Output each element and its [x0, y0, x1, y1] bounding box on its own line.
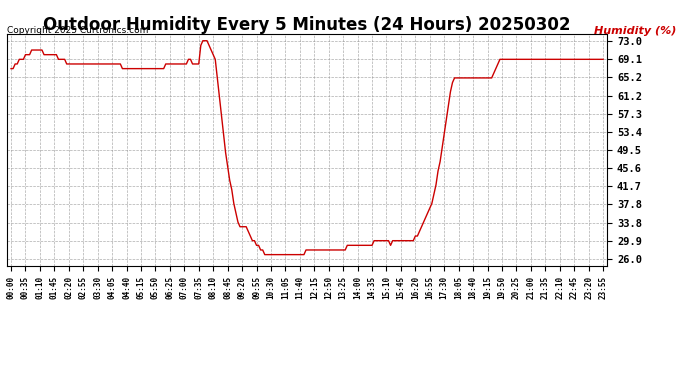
Title: Outdoor Humidity Every 5 Minutes (24 Hours) 20250302: Outdoor Humidity Every 5 Minutes (24 Hou…	[43, 16, 571, 34]
Text: Humidity (%): Humidity (%)	[594, 26, 676, 36]
Text: Copyright 2025 Curtronics.com: Copyright 2025 Curtronics.com	[7, 26, 148, 35]
